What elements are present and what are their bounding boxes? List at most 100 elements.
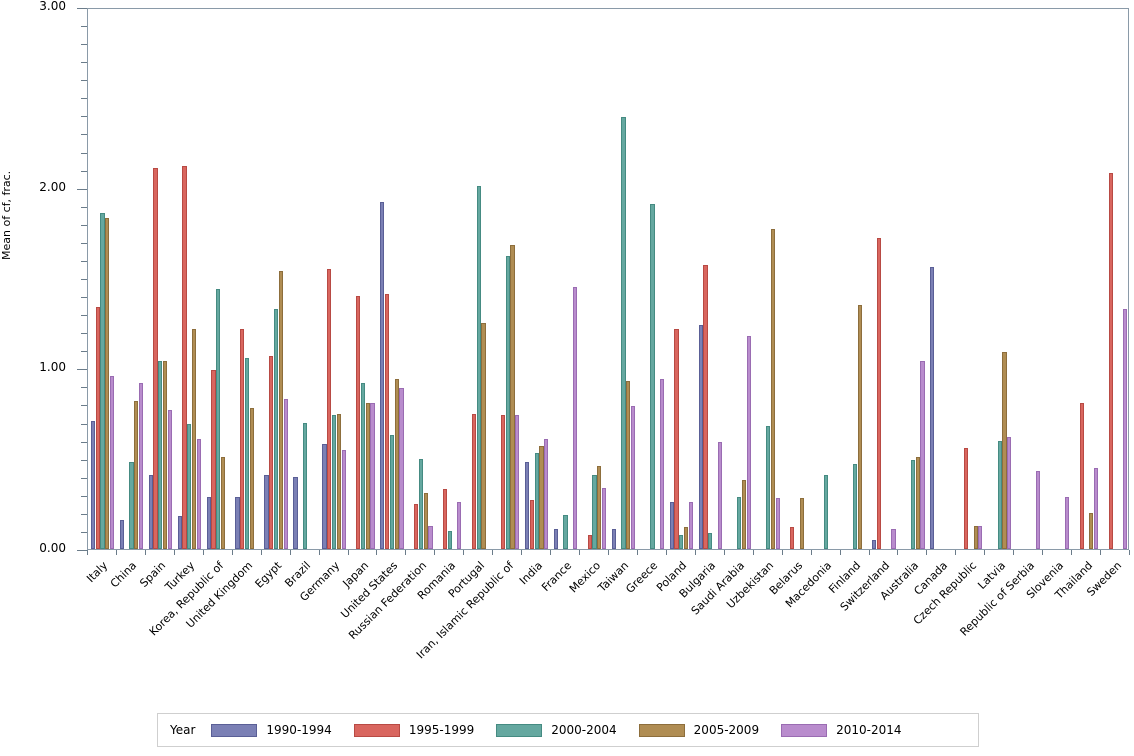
bar bbox=[553, 529, 559, 549]
bar bbox=[182, 166, 187, 549]
legend-swatch bbox=[638, 723, 685, 737]
x-tick bbox=[87, 550, 88, 555]
x-tick bbox=[115, 550, 117, 555]
legend-entry[interactable]: 1995-1999 bbox=[353, 723, 474, 737]
bar bbox=[327, 268, 332, 549]
bar bbox=[187, 424, 192, 549]
bar bbox=[457, 502, 462, 549]
bar bbox=[105, 218, 110, 549]
y-tick-minor bbox=[81, 513, 87, 515]
bar bbox=[1079, 402, 1084, 549]
bar bbox=[698, 324, 703, 549]
legend-entry[interactable]: 2005-2009 bbox=[638, 723, 760, 737]
legend-entry[interactable]: 2000-2004 bbox=[496, 723, 617, 737]
legend-entry[interactable]: 2010-2014 bbox=[781, 723, 902, 737]
bar bbox=[476, 185, 481, 549]
bar bbox=[269, 355, 274, 549]
legend-entry[interactable]: 1990-1994 bbox=[211, 723, 332, 737]
x-tick bbox=[376, 550, 378, 555]
x-tick bbox=[463, 550, 465, 555]
legend-swatch bbox=[496, 723, 543, 737]
bar bbox=[360, 382, 366, 549]
bar bbox=[240, 328, 245, 549]
x-tick bbox=[405, 550, 407, 555]
bar bbox=[766, 426, 771, 549]
bar bbox=[389, 435, 394, 549]
x-tick bbox=[434, 550, 436, 555]
bar bbox=[442, 489, 448, 549]
x-tick bbox=[1042, 550, 1044, 555]
x-tick bbox=[347, 550, 349, 555]
x-tick bbox=[231, 550, 233, 555]
x-tick bbox=[839, 550, 841, 555]
bar bbox=[563, 514, 568, 549]
legend-title: Year bbox=[170, 723, 196, 737]
x-tick bbox=[926, 550, 928, 555]
y-tick-label: 0.00 bbox=[39, 541, 66, 555]
x-tick bbox=[636, 550, 638, 555]
x-tick bbox=[550, 550, 552, 555]
bar bbox=[100, 212, 105, 549]
y-tick-minor bbox=[81, 98, 87, 100]
y-tick-label: 2.00 bbox=[39, 179, 66, 194]
legend-label: 1990-1994 bbox=[266, 723, 332, 737]
bar bbox=[1036, 471, 1041, 549]
y-tick-minor bbox=[81, 224, 87, 226]
bar bbox=[1094, 467, 1099, 549]
bar bbox=[264, 474, 269, 549]
bar bbox=[95, 306, 100, 549]
bar bbox=[447, 530, 452, 549]
x-tick bbox=[694, 550, 696, 555]
x-tick bbox=[723, 550, 725, 555]
bar bbox=[910, 460, 915, 549]
bar bbox=[196, 438, 201, 549]
bar bbox=[322, 444, 327, 549]
y-tick-minor bbox=[81, 242, 87, 244]
x-tick bbox=[608, 550, 609, 555]
bar bbox=[630, 406, 636, 549]
bar bbox=[515, 415, 520, 549]
legend-label: 2005-2009 bbox=[693, 723, 760, 737]
bar bbox=[602, 487, 607, 549]
bar bbox=[500, 415, 505, 549]
plot-area bbox=[87, 8, 1129, 550]
y-tick-label: 1.00 bbox=[39, 360, 66, 375]
bar bbox=[930, 267, 935, 549]
y-tick-minor bbox=[81, 477, 87, 479]
y-tick-minor bbox=[81, 423, 87, 425]
bar bbox=[978, 525, 983, 549]
y-tick-major bbox=[77, 188, 87, 190]
bar bbox=[539, 446, 544, 549]
x-tick bbox=[173, 550, 175, 555]
bar bbox=[688, 502, 694, 549]
y-tick-major bbox=[77, 550, 87, 551]
bar bbox=[1002, 352, 1007, 549]
x-tick bbox=[897, 550, 899, 555]
x-tick bbox=[202, 550, 204, 555]
bar bbox=[823, 474, 829, 549]
bar bbox=[592, 474, 597, 549]
legend-entries: 1990-1994 1995-1999 2000-2004 2005-2009 2010… bbox=[211, 723, 923, 737]
x-tick bbox=[984, 550, 986, 555]
bar bbox=[394, 379, 399, 549]
y-tick-minor bbox=[81, 459, 87, 461]
bar bbox=[148, 474, 153, 549]
bar bbox=[1007, 437, 1012, 549]
y-tick-minor bbox=[81, 351, 87, 353]
y-tick-minor bbox=[81, 44, 87, 46]
y-tick-minor bbox=[81, 387, 87, 389]
bar bbox=[177, 516, 182, 549]
x-tick bbox=[868, 550, 870, 555]
y-tick-minor bbox=[81, 152, 87, 154]
y-tick-major bbox=[77, 369, 87, 371]
bar bbox=[1108, 173, 1113, 549]
bar bbox=[129, 462, 134, 549]
bar bbox=[274, 308, 279, 549]
bar bbox=[524, 462, 530, 549]
y-tick-minor bbox=[81, 333, 87, 335]
chart-legend: Year 1990-1994 1995-1999 2000-2004 2005-200… bbox=[157, 713, 979, 747]
bar bbox=[877, 238, 882, 549]
x-tick bbox=[1013, 550, 1015, 555]
y-tick-minor bbox=[81, 297, 87, 299]
y-tick-minor bbox=[81, 170, 87, 172]
